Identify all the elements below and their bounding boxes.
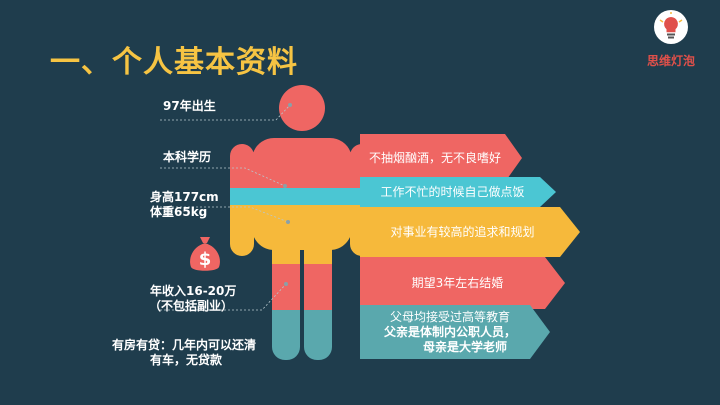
banner-marriage-shape: [360, 257, 565, 309]
leader-line-height: [160, 206, 289, 223]
banner-habits-text: 不抽烟酗酒，无不良嗜好: [368, 150, 501, 165]
leader-line-income: [160, 283, 287, 311]
label-height: 身高177cm: [150, 190, 219, 204]
money-bag-icon: $: [190, 237, 220, 271]
banner-parents-shape: [360, 305, 550, 359]
banner-cooking-text: 工作不忙的时候自己做点饭: [380, 184, 525, 199]
label-income-line2: （不包括副业）: [149, 299, 234, 313]
banner-cooking-shape: [360, 177, 556, 207]
banner-parents-line2: 父亲是体制内公职人员，: [383, 324, 516, 339]
banner-marriage: 期望3年左右结婚: [360, 271, 555, 295]
leader-line-education: [160, 167, 286, 187]
label-house-line1: 有房有贷：几年内可以还清: [112, 338, 257, 352]
figure-band-cyan: [230, 188, 374, 205]
banner-career-text: 对事业有较高的追求和规划: [390, 224, 535, 239]
label-house-line2: 有车，无贷款: [150, 353, 223, 367]
logo-text: 思维灯泡: [646, 54, 695, 68]
banner-habits-shape: [360, 134, 522, 182]
banner-cooking: 工作不忙的时候自己做点饭: [360, 180, 545, 204]
banner-marriage-text: 期望3年左右结婚: [411, 275, 504, 290]
label-education: 本科学历: [163, 150, 212, 164]
banner-parents-line1: 父母均接受过高等教育: [389, 309, 510, 324]
banner-career: 对事业有较高的追求和规划: [360, 220, 565, 244]
leader-line-born: [160, 104, 291, 121]
banner-habits: 不抽烟酗酒，无不良嗜好: [360, 146, 510, 170]
banner-parents: 父母均接受过高等教育 父亲是体制内公职人员， 母亲是大学老师: [360, 308, 540, 356]
label-weight: 体重65kg: [150, 205, 208, 219]
banner-career-shape: [360, 207, 580, 257]
slide-title: 一、个人基本资料: [50, 45, 298, 80]
lightbulb-icon: [654, 10, 688, 44]
svg-text:$: $: [199, 249, 212, 270]
label-income-line1: 年收入16-20万: [150, 284, 237, 298]
banner-parents-line3: 母亲是大学老师: [422, 339, 507, 354]
brand-logo: 思维灯泡: [632, 10, 710, 74]
label-born: 97年出生: [163, 99, 216, 113]
